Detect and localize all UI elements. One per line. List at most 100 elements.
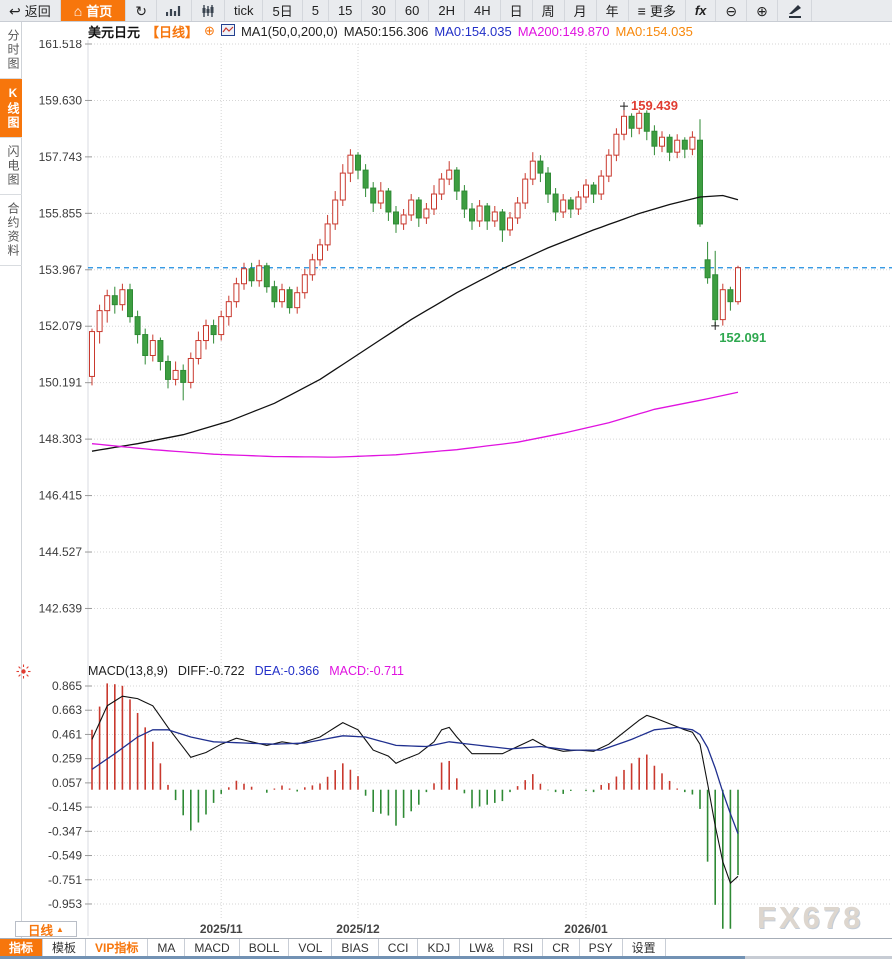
period-tick-label: tick [233,3,254,18]
x-axis-month-label: 2025/12 [336,922,380,936]
svg-text:150.191: 150.191 [39,376,83,390]
period-month-button[interactable]: 月 [565,0,597,21]
tab-rsi[interactable]: RSI [504,939,544,956]
svg-text:148.303: 148.303 [39,432,83,446]
macd-settings-icon[interactable] [16,664,32,680]
x-axis-row: 日线 ▲ 2025/11 2025/12 2026/01 [0,920,892,938]
pencil-icon [787,4,802,18]
period-month-label: 月 [573,4,587,19]
svg-text:142.639: 142.639 [39,601,83,615]
period-60m-label: 60 [404,3,420,18]
tab-template[interactable]: 模板 [43,939,87,956]
period-60m-button[interactable]: 60 [396,0,430,21]
period-15m-label: 15 [337,3,353,18]
period-year-label: 年 [605,4,619,19]
svg-text:-0.953: -0.953 [48,897,82,911]
tab-vol[interactable]: VOL [289,939,333,956]
horizontal-scrollbar[interactable] [0,956,892,959]
tab-kdj[interactable]: KDJ [418,939,461,956]
period-5m-button[interactable]: 5 [303,0,329,21]
macd-histogram [91,683,739,929]
zoom-out-icon: ⊖ [725,2,738,19]
period-day-button[interactable]: 日 [501,0,533,21]
fx-label: fx [694,3,707,18]
svg-text:159.630: 159.630 [39,93,83,107]
period-5d-button[interactable]: 5日 [263,0,303,21]
svg-text:-0.145: -0.145 [48,800,82,814]
bar-chart-mode-button[interactable] [157,0,192,21]
sidebar-item-contract-info[interactable]: 合约资料 [0,195,22,266]
period-selector-label: 日线 [28,923,54,938]
period-year-button[interactable]: 年 [597,0,629,21]
period-4h-button[interactable]: 4H [465,0,501,21]
svg-text:0.259: 0.259 [52,752,82,766]
svg-text:152.079: 152.079 [39,319,83,333]
tab-psy[interactable]: PSY [580,939,623,956]
more-button[interactable]: ≡ 更多 [629,0,686,21]
back-button[interactable]: ↩ 返回 [0,0,61,21]
period-selector-button[interactable]: 日线 ▲ [15,921,77,938]
ma0-orange-value: MA0:154.035 [615,23,693,39]
svg-text:-0.347: -0.347 [48,824,82,838]
ma50-line [91,194,739,452]
sidebar-item-time-chart[interactable]: 分时图 [0,22,22,79]
zoom-in-button[interactable]: ⊕ [747,0,778,21]
tab-bias[interactable]: BIAS [332,939,379,956]
top-toolbar: ↩ 返回 ⌂ 首页 ↻ tick 5日 5 15 30 60 2H 4H 日 周… [0,0,892,22]
svg-text:155.855: 155.855 [39,206,83,220]
tab-indicator[interactable]: 指标 [0,939,44,956]
left-sidebar: 分时图 K线图 闪电图 合约资料 [0,22,22,938]
period-5d-label: 5日 [272,4,293,19]
period-30m-label: 30 [371,3,386,18]
hamburger-icon: ≡ [637,2,646,19]
period-15m-button[interactable]: 15 [329,0,363,21]
macd-dea-value: DEA:-0.366 [254,664,320,678]
tab-cr[interactable]: CR [543,939,580,956]
back-arrow-icon: ↩ [9,2,21,19]
svg-text:0.663: 0.663 [52,703,82,717]
tab-ma[interactable]: MA [148,939,186,956]
mini-chart-icon[interactable] [220,23,235,39]
ma50-value: MA50:156.306 [343,23,429,39]
tab-vip-indicator[interactable]: VIP指标 [86,939,149,956]
tab-boll[interactable]: BOLL [240,939,290,956]
add-symbol-icon[interactable]: ⊕ [204,23,215,38]
chart-canvas[interactable]: 161.518 159.630 157.743 155.855 153.967 152.0… [22,40,892,938]
svg-text:146.415: 146.415 [39,489,83,503]
period-30m-button[interactable]: 30 [362,0,396,21]
indicator-fx-button[interactable]: fx [686,0,717,21]
svg-text:153.967: 153.967 [39,263,83,277]
symbol-name: 美元日元 [88,24,141,40]
period-tick-button[interactable]: tick [225,0,264,21]
tab-lw[interactable]: LW& [460,939,505,956]
zoom-out-button[interactable]: ⊖ [716,0,748,21]
home-label: 首页 [86,4,113,19]
home-button[interactable]: ⌂ 首页 [60,0,127,21]
candle-chart-icon [201,4,215,18]
tab-cci[interactable]: CCI [379,939,419,956]
ma200-value: MA200:149.870 [517,23,610,39]
price-annotations: 159.439 152.091 [620,98,766,345]
period-week-label: 周 [541,4,555,19]
svg-text:-0.751: -0.751 [48,873,82,887]
tab-macd[interactable]: MACD [185,939,240,956]
refresh-button[interactable]: ↻ [126,0,157,21]
sidebar-item-lightning-chart[interactable]: 闪电图 [0,138,22,195]
candle-chart-mode-button[interactable] [192,0,225,21]
svg-text:161.518: 161.518 [39,40,83,51]
high-price-label: 159.439 [631,98,678,113]
symbol-header-row: 美元日元 【日线】 ⊕ MA1(50,0,200,0) MA50:156.306… [22,22,892,40]
svg-text:0.057: 0.057 [52,776,82,790]
fx678-watermark: FX678 [757,900,864,935]
svg-text:-0.549: -0.549 [48,849,82,863]
refresh-icon: ↻ [135,2,147,19]
low-price-label: 152.091 [719,330,766,345]
draw-tool-button[interactable] [778,0,812,21]
sidebar-item-kline-chart[interactable]: K线图 [0,79,22,138]
ma0-blue-value: MA0:154.035 [434,23,512,39]
period-2h-button[interactable]: 2H [429,0,465,21]
tab-settings[interactable]: 设置 [623,939,666,956]
period-week-button[interactable]: 周 [533,0,565,21]
horizontal-scrollbar-thumb[interactable] [0,956,745,959]
ma-config-label: MA1(50,0,200,0) [240,23,338,39]
